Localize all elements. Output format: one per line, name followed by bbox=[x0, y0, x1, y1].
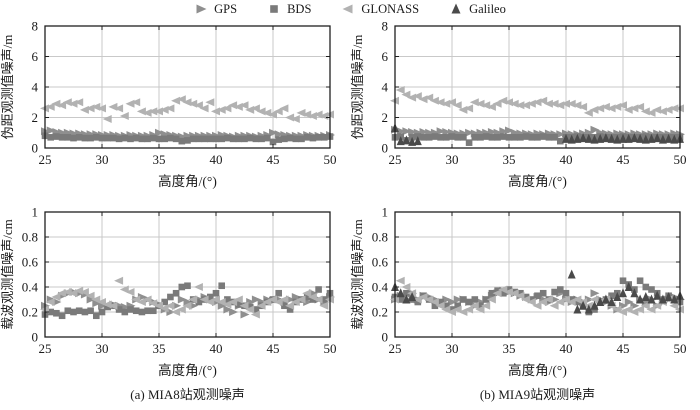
svg-text:1: 1 bbox=[382, 205, 389, 220]
legend-label-gps: GPS bbox=[214, 2, 238, 16]
svg-text:8: 8 bbox=[382, 19, 389, 34]
svg-text:4: 4 bbox=[32, 80, 39, 95]
subplot-mia8-pseudorange: 25 30 35 40 45 50 0 2 4 6 8 高度角/(°) 伪距观测值噪声/m bbox=[0, 10, 350, 200]
svg-text:35: 35 bbox=[153, 341, 166, 356]
svg-text:0.2: 0.2 bbox=[372, 305, 388, 320]
svg-text:高度角/(°): 高度角/(°) bbox=[508, 173, 567, 189]
chart-mia8-carrier: 25 30 35 40 45 50 0 0.2 0.4 0.6 0.8 1 高度角/(°) 载波观测值噪声… bbox=[0, 205, 337, 379]
svg-text:伪距观测值噪声/m: 伪距观测值噪声/m bbox=[350, 35, 365, 140]
svg-text:1: 1 bbox=[32, 205, 39, 220]
svg-text:25: 25 bbox=[39, 341, 52, 356]
galileo-triangle-up-icon bbox=[451, 3, 461, 14]
svg-text:50: 50 bbox=[324, 341, 337, 356]
svg-text:0.8: 0.8 bbox=[372, 230, 388, 245]
svg-text:高度角/(°): 高度角/(°) bbox=[508, 362, 567, 378]
svg-text:6: 6 bbox=[382, 49, 389, 64]
svg-text:6: 6 bbox=[32, 49, 39, 64]
legend-item-bds: BDS bbox=[267, 2, 311, 16]
svg-text:高度角/(°): 高度角/(°) bbox=[158, 173, 217, 189]
legend-label-galileo: Galileo bbox=[469, 2, 506, 16]
subplot-mia9-pseudorange: 25 30 35 40 45 50 0 2 4 6 8 高度角/(°) 伪距观测值噪声/m bbox=[350, 10, 700, 200]
legend-label-bds: BDS bbox=[287, 2, 312, 16]
svg-text:25: 25 bbox=[389, 341, 402, 356]
svg-text:45: 45 bbox=[267, 341, 280, 356]
svg-text:2: 2 bbox=[382, 110, 389, 125]
svg-text:0.2: 0.2 bbox=[22, 305, 38, 320]
svg-text:0.8: 0.8 bbox=[22, 230, 38, 245]
svg-text:45: 45 bbox=[267, 152, 280, 167]
svg-text:30: 30 bbox=[96, 341, 109, 356]
svg-text:50: 50 bbox=[324, 152, 337, 167]
svg-text:35: 35 bbox=[503, 341, 516, 356]
svg-text:0: 0 bbox=[32, 141, 39, 156]
subplot-mia8-carrier: 25 30 35 40 45 50 0 0.2 0.4 0.6 0.8 1 高度角/(°) 载波观测值噪声… bbox=[0, 200, 350, 384]
svg-text:0.4: 0.4 bbox=[372, 280, 389, 295]
caption-subfigure-a: (a) MIA8站观测噪声 bbox=[130, 387, 245, 402]
svg-text:25: 25 bbox=[389, 152, 402, 167]
gps-triangle-right-icon bbox=[196, 4, 207, 14]
legend-item-galileo: Galileo bbox=[449, 2, 506, 16]
svg-text:2: 2 bbox=[32, 110, 39, 125]
svg-text:40: 40 bbox=[210, 341, 223, 356]
svg-text:伪距观测值噪声/m: 伪距观测值噪声/m bbox=[0, 35, 15, 140]
legend: GPS BDS GLONASS Galileo bbox=[0, 0, 700, 18]
svg-text:35: 35 bbox=[153, 152, 166, 167]
svg-text:载波观测值噪声/cm: 载波观测值噪声/cm bbox=[350, 219, 365, 330]
svg-text:45: 45 bbox=[617, 341, 630, 356]
svg-text:30: 30 bbox=[446, 152, 459, 167]
svg-text:35: 35 bbox=[503, 152, 516, 167]
svg-text:50: 50 bbox=[674, 341, 687, 356]
svg-text:载波观测值噪声/cm: 载波观测值噪声/cm bbox=[0, 219, 15, 330]
svg-text:40: 40 bbox=[210, 152, 223, 167]
caption-subfigure-b: (b) MIA9站观测噪声 bbox=[479, 387, 596, 402]
svg-text:0.6: 0.6 bbox=[22, 255, 39, 270]
legend-item-gps: GPS bbox=[194, 2, 237, 16]
legend-item-glonass: GLONASS bbox=[341, 2, 419, 16]
svg-text:25: 25 bbox=[39, 152, 52, 167]
glonass-triangle-left-icon bbox=[342, 4, 353, 14]
svg-text:30: 30 bbox=[446, 341, 459, 356]
svg-text:0: 0 bbox=[382, 330, 389, 345]
chart-mia9-pseudorange: 25 30 35 40 45 50 0 2 4 6 8 高度角/(°) 伪距观测值噪声/m bbox=[350, 19, 687, 190]
svg-text:30: 30 bbox=[96, 152, 109, 167]
svg-text:45: 45 bbox=[617, 152, 630, 167]
svg-text:0.4: 0.4 bbox=[22, 280, 39, 295]
svg-text:8: 8 bbox=[32, 19, 39, 34]
svg-text:0: 0 bbox=[382, 141, 389, 156]
svg-text:高度角/(°): 高度角/(°) bbox=[158, 362, 217, 378]
bds-square-icon bbox=[270, 5, 278, 13]
svg-text:40: 40 bbox=[560, 152, 573, 167]
svg-text:50: 50 bbox=[674, 152, 687, 167]
legend-label-glonass: GLONASS bbox=[361, 2, 420, 16]
chart-mia8-pseudorange: 25 30 35 40 45 50 0 2 4 6 8 高度角/(°) 伪距观测值噪声/m bbox=[0, 19, 337, 190]
svg-text:40: 40 bbox=[560, 341, 573, 356]
svg-text:0.6: 0.6 bbox=[372, 255, 389, 270]
svg-text:0: 0 bbox=[32, 330, 39, 345]
chart-mia9-carrier: 25 30 35 40 45 50 0 0.2 0.4 0.6 0.8 1 高度角/(°) 载波观测值噪声… bbox=[350, 205, 687, 379]
subplot-mia9-carrier: 25 30 35 40 45 50 0 0.2 0.4 0.6 0.8 1 高度角/(°) 载波观测值噪声… bbox=[350, 200, 700, 384]
svg-text:4: 4 bbox=[382, 80, 389, 95]
